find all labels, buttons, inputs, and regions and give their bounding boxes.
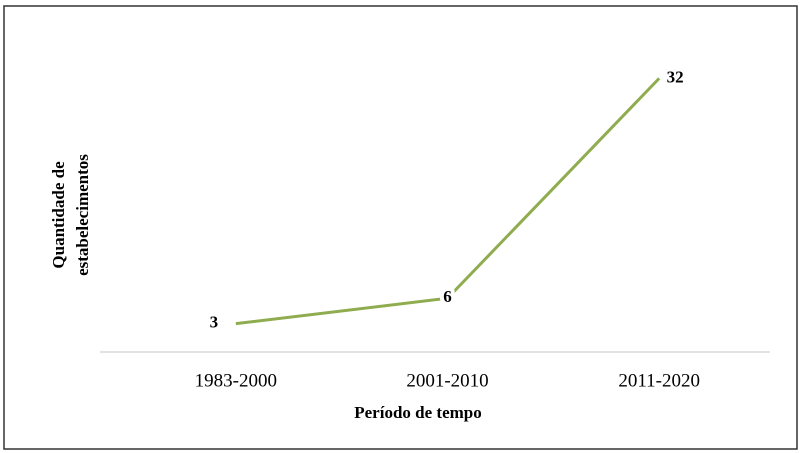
y-axis-title-line: Quantidade de (49, 161, 68, 269)
y-axis-title: Quantidade de estabelecimentos (49, 154, 92, 276)
chart-frame (3, 5, 798, 450)
data-label: 6 (443, 287, 452, 306)
y-axis-title-line: estabelecimentos (73, 154, 92, 276)
data-label: 32 (667, 67, 684, 86)
x-tick-label: 1983-2000 (195, 370, 277, 391)
line (235, 77, 661, 326)
data-label: 3 (210, 313, 219, 332)
x-tick-label: 2011-2020 (618, 370, 700, 391)
x-axis-title: Período de tempo (354, 403, 481, 422)
x-tick-label: 2001-2010 (406, 370, 488, 391)
